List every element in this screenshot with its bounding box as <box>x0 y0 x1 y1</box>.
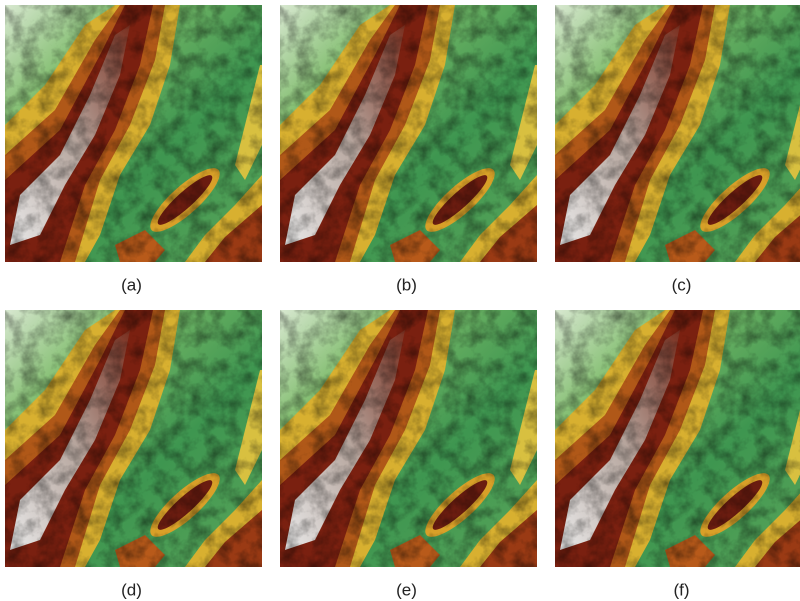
panel-label: (b) <box>396 275 417 294</box>
panel-label: (f) <box>673 580 689 599</box>
terrain-image <box>555 5 800 262</box>
terrain-image <box>5 310 262 567</box>
panel-label: (d) <box>121 580 142 599</box>
terrain-image <box>5 5 262 262</box>
panel-label: (a) <box>121 275 142 294</box>
panel-label: (c) <box>672 275 692 294</box>
terrain-image <box>280 310 537 567</box>
terrain-image <box>280 5 537 262</box>
panel-label: (e) <box>396 580 417 599</box>
terrain-image <box>555 310 800 567</box>
